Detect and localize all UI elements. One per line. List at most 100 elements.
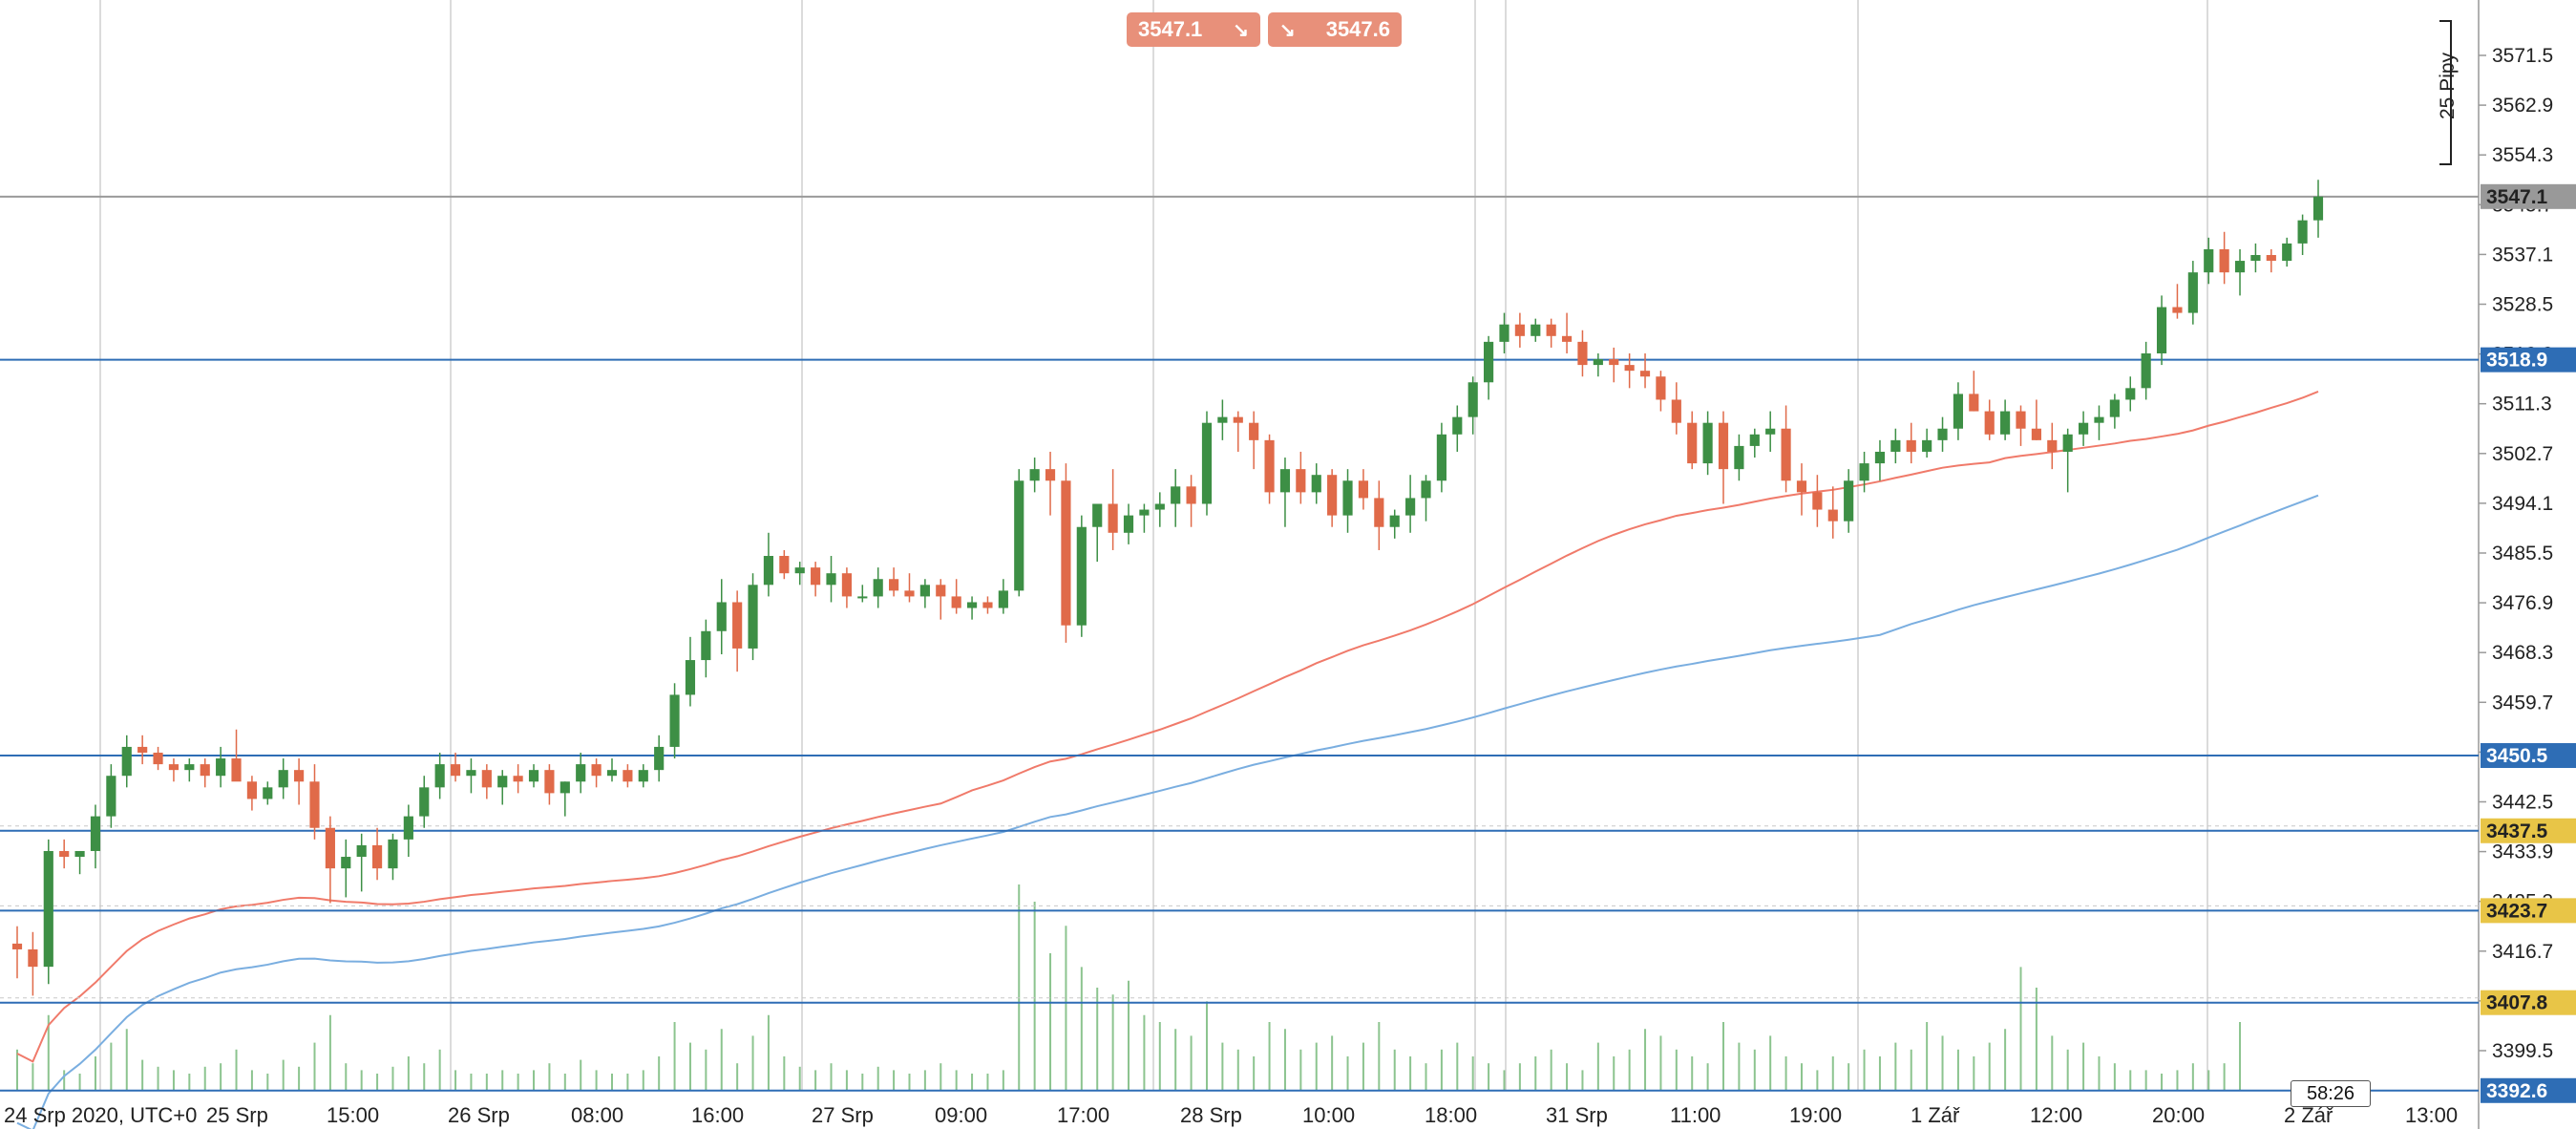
- candle: [1467, 376, 1478, 435]
- candle-body: [403, 816, 413, 840]
- candle: [2031, 399, 2041, 440]
- candle-body: [2047, 439, 2058, 452]
- candle: [1844, 469, 1854, 533]
- candle-body: [2250, 255, 2261, 262]
- candle-body: [1436, 434, 1446, 481]
- current-price-tag-bg: [2481, 183, 2576, 209]
- candle-body: [1937, 428, 1948, 440]
- time-tick-label: 18:00: [1425, 1103, 1477, 1127]
- candle-body: [1421, 480, 1431, 499]
- candle-body: [216, 758, 226, 777]
- candle-body: [2266, 255, 2276, 262]
- candle: [544, 764, 555, 805]
- candle-body: [701, 630, 711, 661]
- candle-body: [1405, 498, 1416, 516]
- level-tag-5: 3392.6: [2481, 1077, 2576, 1103]
- level-tag-1-text: 3450.5: [2486, 745, 2548, 767]
- price-tick-label: 3399.5: [2492, 1040, 2553, 1062]
- candle: [606, 758, 618, 782]
- candle: [2000, 399, 2011, 440]
- candle-body: [200, 764, 210, 777]
- candle: [356, 833, 367, 892]
- candle-body: [497, 776, 508, 788]
- level-tag-4-bg: [2481, 990, 2576, 1015]
- candle: [1123, 503, 1134, 544]
- price-axis: 3571.53562.93554.33545.73537.13528.53519…: [2479, 45, 2576, 1103]
- candle-body: [1984, 411, 1995, 435]
- buy-button[interactable]: ↘ 3547.6: [1268, 12, 1402, 47]
- candle: [137, 735, 148, 765]
- candle-body: [1718, 422, 1729, 470]
- candle-body: [857, 596, 868, 599]
- candle-body: [826, 573, 836, 586]
- candle-body: [560, 781, 570, 794]
- candle-body: [748, 585, 758, 649]
- candle-body: [1171, 486, 1181, 504]
- current-price-tag: 3547.1: [2481, 183, 2576, 209]
- candle: [669, 683, 680, 759]
- candle-body: [763, 556, 774, 586]
- candle: [1452, 405, 1463, 452]
- candle-body: [1108, 503, 1118, 533]
- candle: [1154, 492, 1165, 527]
- candle-body: [2016, 411, 2026, 429]
- price-tick-label: 3442.5: [2492, 791, 2553, 813]
- candle: [998, 579, 1008, 614]
- candle: [309, 764, 320, 840]
- candle: [1765, 411, 1776, 452]
- price-tick-label: 3537.1: [2492, 244, 2553, 266]
- candle: [1076, 515, 1087, 637]
- candle: [1531, 318, 1541, 342]
- candle: [2109, 394, 2120, 429]
- candle-body: [1201, 422, 1213, 504]
- price-tick-label: 3562.9: [2492, 95, 2553, 117]
- time-tick-label: 28 Srp: [1180, 1103, 1242, 1127]
- candlesticks: [11, 180, 2324, 996]
- candle-body: [231, 758, 242, 782]
- candle-body: [263, 787, 273, 799]
- candle-body: [841, 573, 852, 597]
- candle: [450, 752, 461, 782]
- candle: [576, 752, 586, 794]
- candle: [1796, 463, 1807, 516]
- candle-body: [1014, 480, 1024, 591]
- candle: [1827, 486, 1838, 539]
- candle-body: [1327, 475, 1338, 516]
- candle-body: [1671, 399, 1681, 423]
- candle-body: [466, 770, 476, 777]
- sell-button[interactable]: 3547.1 ↘: [1127, 12, 1260, 47]
- candle: [2078, 411, 2089, 446]
- candle-body: [1092, 503, 1103, 527]
- candle: [1546, 318, 1556, 348]
- candle: [1029, 458, 1040, 493]
- candle-body: [1249, 422, 1259, 440]
- candle-body: [606, 770, 618, 777]
- candle: [1624, 352, 1635, 389]
- candle-body: [669, 694, 680, 747]
- candle: [434, 752, 445, 799]
- candle-body: [388, 839, 398, 869]
- candle-body: [1342, 480, 1353, 516]
- candle-body: [1639, 371, 1651, 377]
- candle-body: [1890, 439, 1901, 452]
- candle-body: [419, 787, 430, 817]
- pip-measure: 25 Pipy: [2437, 20, 2459, 165]
- candle-body: [528, 770, 539, 782]
- candle: [2250, 243, 2261, 273]
- volume-bars: [16, 884, 2242, 1091]
- candle: [951, 579, 961, 614]
- candle: [1405, 475, 1416, 533]
- candle-body: [1217, 416, 1228, 423]
- candle: [28, 931, 38, 996]
- candle: [1781, 405, 1791, 493]
- price-tick-label: 3502.7: [2492, 443, 2553, 465]
- candle: [419, 776, 430, 828]
- candle: [1389, 509, 1400, 539]
- candle: [1593, 352, 1603, 377]
- candle: [1217, 399, 1228, 440]
- candle-body: [1969, 394, 1979, 412]
- candle: [1436, 422, 1446, 493]
- candle-body: [1514, 324, 1525, 336]
- candle-body: [2078, 422, 2089, 435]
